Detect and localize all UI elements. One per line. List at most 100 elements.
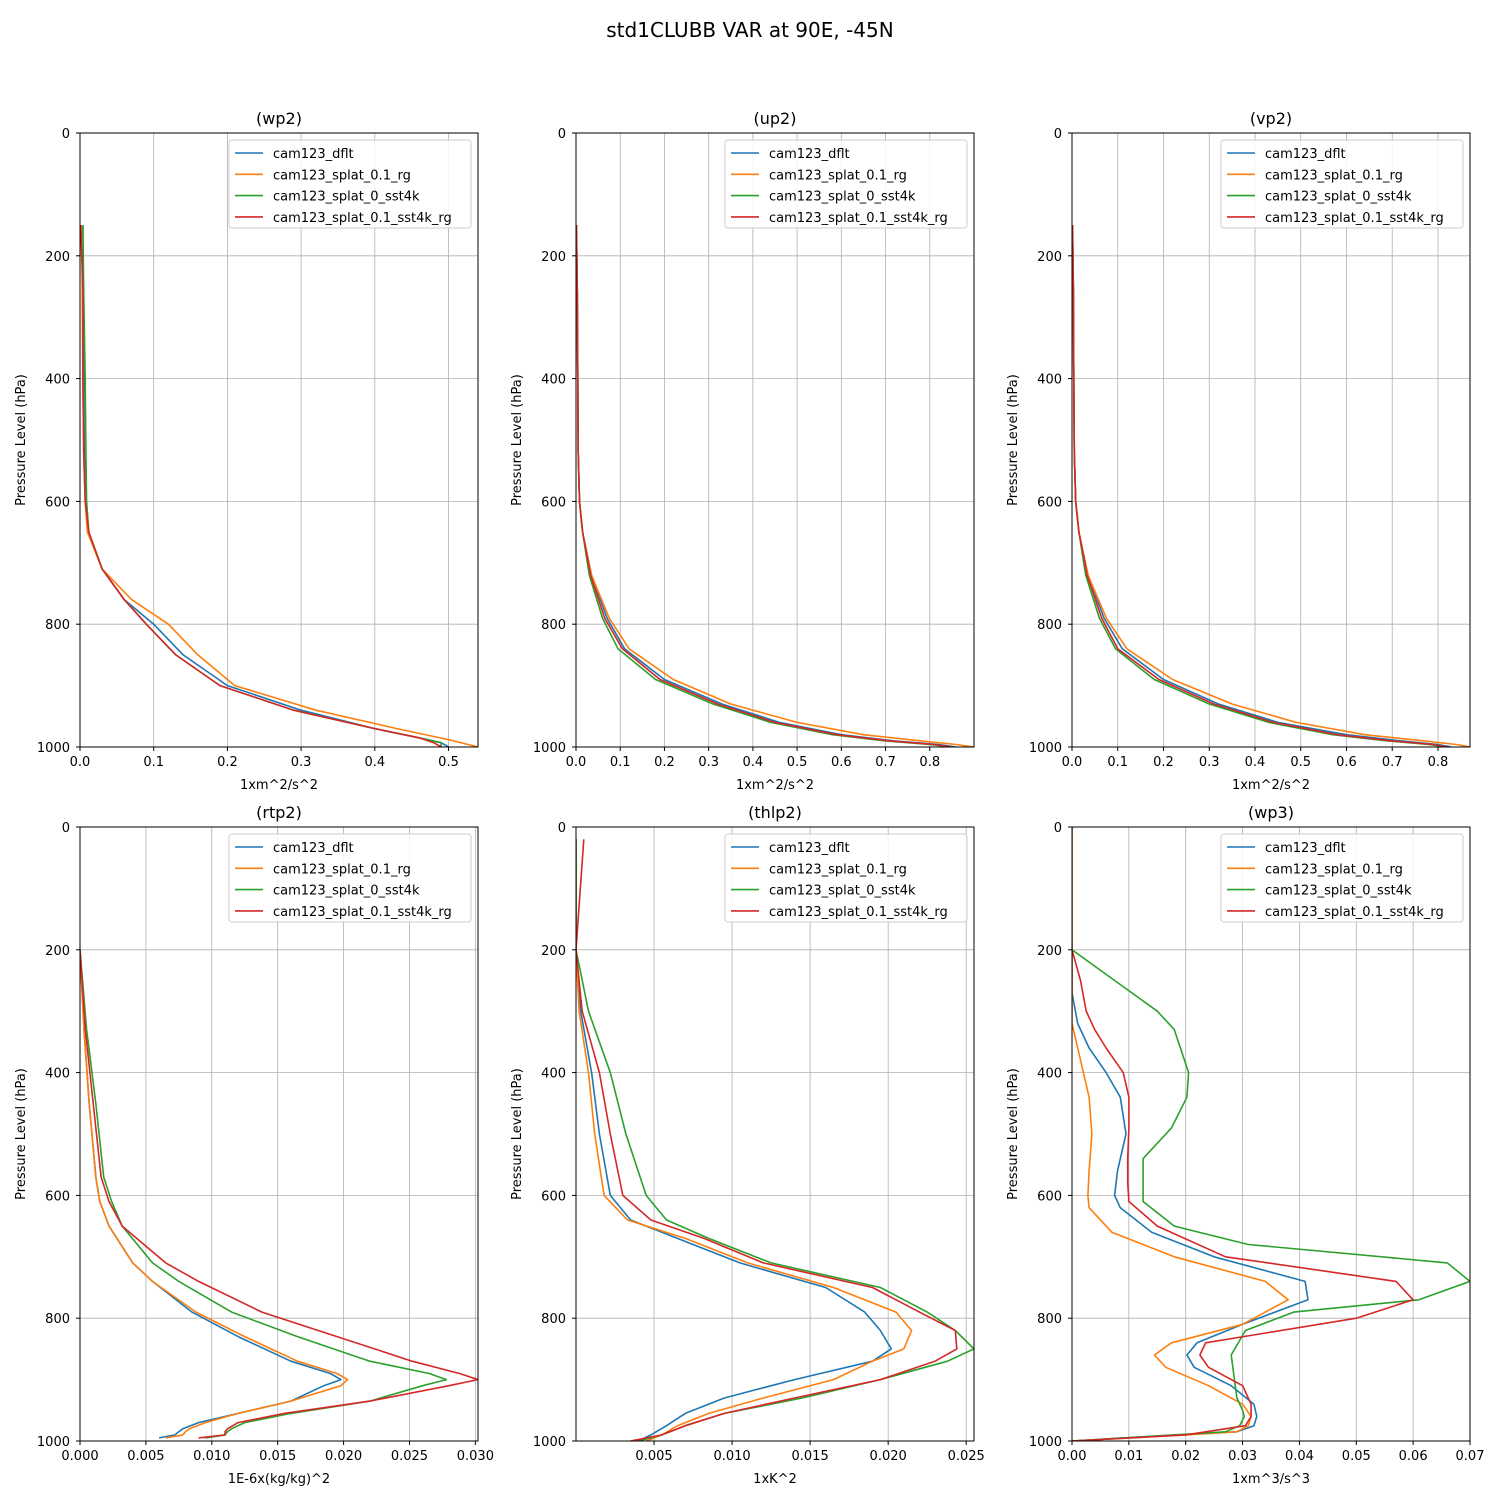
series-line-2 bbox=[80, 949, 448, 1439]
legend-label: cam123_splat_0_sst4k bbox=[769, 884, 916, 899]
y-tick-label: 200 bbox=[541, 250, 566, 265]
series-line-1 bbox=[1072, 225, 1470, 747]
subplot-title: (up2) bbox=[754, 109, 797, 128]
series-line-0 bbox=[1072, 225, 1452, 747]
legend-box bbox=[724, 833, 968, 923]
x-tick-label: 0.020 bbox=[325, 1449, 362, 1464]
y-tick-label: 200 bbox=[45, 944, 70, 959]
x-tick-label: 0.0 bbox=[566, 755, 587, 770]
x-tick-label: 0.025 bbox=[391, 1449, 428, 1464]
legend-label: cam123_splat_0_sst4k bbox=[1265, 190, 1412, 205]
legend-label: cam123_splat_0.1_rg bbox=[1265, 168, 1403, 183]
y-tick-label: 800 bbox=[45, 618, 70, 633]
y-tick-label: 800 bbox=[1037, 1312, 1062, 1327]
series-line-3 bbox=[576, 839, 958, 1441]
series-line-3 bbox=[1072, 225, 1448, 747]
x-tick-label: 0.015 bbox=[259, 1449, 296, 1464]
y-tick-label: 600 bbox=[1037, 1189, 1062, 1204]
legend: cam123_dflt cam123_splat_0.1_rg cam123_spl… bbox=[228, 833, 472, 923]
x-axis-label: 1E-6x(kg/kg)^2 bbox=[228, 1472, 330, 1487]
x-tick-label: 0.7 bbox=[875, 755, 896, 770]
y-tick-label: 800 bbox=[1037, 618, 1062, 633]
legend-label: cam123_splat_0.1_rg bbox=[273, 862, 411, 877]
y-tick-label: 0 bbox=[558, 821, 566, 836]
y-tick-label: 1000 bbox=[533, 741, 566, 756]
y-tick-label: 200 bbox=[541, 944, 566, 959]
axes-frame bbox=[1071, 826, 1471, 1442]
legend-label: cam123_dflt bbox=[273, 147, 354, 162]
legend: cam123_dflt cam123_splat_0.1_rg cam123_spl… bbox=[1220, 139, 1464, 229]
series-line-1 bbox=[576, 225, 974, 747]
y-tick-label: 0 bbox=[62, 127, 70, 142]
legend-label: cam123_splat_0.1_rg bbox=[1265, 862, 1403, 877]
x-tick-label: 0.1 bbox=[610, 755, 631, 770]
y-axis-label: Pressure Level (hPa) bbox=[14, 374, 29, 506]
axes-frame bbox=[575, 132, 975, 748]
x-tick-label: 0.005 bbox=[127, 1449, 164, 1464]
legend-label: cam123_splat_0.1_rg bbox=[769, 168, 907, 183]
legend-label: cam123_splat_0.1_sst4k_rg bbox=[769, 211, 948, 226]
series-line-0 bbox=[82, 225, 449, 747]
y-axis-label: Pressure Level (hPa) bbox=[1006, 374, 1021, 506]
y-tick-label: 0 bbox=[1054, 821, 1062, 836]
x-tick-label: 0.1 bbox=[143, 755, 164, 770]
y-tick-label: 1000 bbox=[1029, 1435, 1062, 1450]
x-tick-label: 0.04 bbox=[1285, 1449, 1314, 1464]
legend-box bbox=[1220, 139, 1464, 229]
subplot-title: (vp2) bbox=[1250, 109, 1292, 128]
x-tick-label: 0.4 bbox=[1245, 755, 1266, 770]
x-tick-label: 0.015 bbox=[792, 1449, 829, 1464]
legend: cam123_dflt cam123_splat_0.1_rg cam123_spl… bbox=[724, 833, 968, 923]
legend-label: cam123_splat_0_sst4k bbox=[273, 884, 420, 899]
series-line-2 bbox=[576, 225, 952, 747]
legend: cam123_dflt cam123_splat_0.1_rg cam123_spl… bbox=[1220, 833, 1464, 923]
series-line-3 bbox=[576, 225, 953, 747]
subplot-0: 0.0 0.1 0.2 0.3 0.4 0.5 0 200 400 600 800 1000 (wp2)… bbox=[14, 109, 479, 793]
subplot-2: 0.0 0.1 0.2 0.3 0.4 0.5 0.6 0.7 0.8 0 200 400 600 800… bbox=[1006, 109, 1471, 793]
legend-label: cam123_splat_0.1_sst4k_rg bbox=[273, 211, 452, 226]
x-tick-label: 0.00 bbox=[1058, 1449, 1087, 1464]
legend-box bbox=[228, 833, 472, 923]
legend-label: cam123_dflt bbox=[769, 841, 850, 856]
x-axis-label: 1xm^2/s^2 bbox=[240, 778, 318, 793]
y-tick-label: 400 bbox=[541, 373, 566, 388]
x-tick-label: 0.5 bbox=[1290, 755, 1311, 770]
x-tick-label: 0.1 bbox=[1107, 755, 1128, 770]
y-tick-label: 0 bbox=[558, 127, 566, 142]
x-tick-label: 0.5 bbox=[787, 755, 808, 770]
x-tick-label: 0.02 bbox=[1171, 1449, 1200, 1464]
y-tick-label: 600 bbox=[45, 495, 70, 510]
x-tick-label: 0.2 bbox=[217, 755, 238, 770]
subplot-title: (wp3) bbox=[1248, 803, 1294, 822]
y-axis-label: Pressure Level (hPa) bbox=[1006, 1068, 1021, 1200]
series-line-1 bbox=[81, 225, 478, 747]
x-tick-label: 0.0 bbox=[70, 755, 91, 770]
series-line-2 bbox=[576, 839, 974, 1441]
series-line-0 bbox=[80, 949, 342, 1439]
y-axis-label: Pressure Level (hPa) bbox=[510, 374, 525, 506]
x-axis-label: 1xK^2 bbox=[753, 1472, 797, 1487]
x-axis-label: 1xm^2/s^2 bbox=[736, 778, 814, 793]
x-tick-label: 0.3 bbox=[698, 755, 719, 770]
series-line-1 bbox=[80, 949, 349, 1439]
legend-label: cam123_splat_0_sst4k bbox=[273, 190, 420, 205]
y-axis-label: Pressure Level (hPa) bbox=[14, 1068, 29, 1200]
x-tick-label: 0.025 bbox=[948, 1449, 985, 1464]
legend: cam123_dflt cam123_splat_0.1_rg cam123_spl… bbox=[724, 139, 968, 229]
x-tick-label: 0.06 bbox=[1399, 1449, 1428, 1464]
x-tick-label: 0.030 bbox=[457, 1449, 494, 1464]
series-line-2 bbox=[1072, 225, 1448, 747]
y-tick-label: 600 bbox=[1037, 495, 1062, 510]
series-line-2 bbox=[1072, 949, 1470, 1441]
legend-label: cam123_dflt bbox=[273, 841, 354, 856]
x-axis-label: 1xm^3/s^3 bbox=[1232, 1472, 1310, 1487]
subplot-1: 0.0 0.1 0.2 0.3 0.4 0.5 0.6 0.7 0.8 0 200 400 600 800… bbox=[510, 109, 975, 793]
x-tick-label: 0.5 bbox=[438, 755, 459, 770]
subplot-title: (thlp2) bbox=[748, 803, 802, 822]
legend-label: cam123_splat_0.1_sst4k_rg bbox=[1265, 905, 1444, 920]
axes-frame bbox=[79, 826, 479, 1442]
y-tick-label: 0 bbox=[62, 821, 70, 836]
y-tick-label: 200 bbox=[1037, 944, 1062, 959]
x-tick-label: 0.3 bbox=[291, 755, 312, 770]
y-tick-label: 800 bbox=[541, 618, 566, 633]
